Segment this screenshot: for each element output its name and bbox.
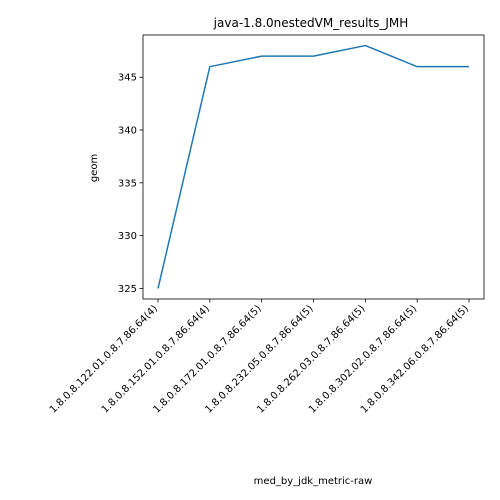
y-tick-label-2: 335 [118, 178, 137, 189]
y-axis-label: geom [89, 154, 100, 182]
chart-title: java-1.8.0nestedVM_results_JMH [213, 16, 409, 30]
y-tick-label-0: 325 [118, 284, 137, 295]
x-tick-label-6: 1.8.0.8.342.06.0.8.7.86.64(5) [359, 303, 471, 415]
x-tick-label-1: 1.8.0.8.152.01.0.8.7.86.64(4) [100, 303, 212, 415]
x-tick-label-4: 1.8.0.8.262.03.0.8.7.86.64(5) [255, 303, 367, 415]
x-tick-label-0: 1.8.0.8.122.01.0.8.7.86.64(4) [48, 303, 160, 415]
x-tick-label-3: 1.8.0.8.232.05.0.8.7.86.64(5) [203, 303, 315, 415]
x-tick-label-5: 1.8.0.8.302.02.0.8.7.86.64(5) [307, 303, 419, 415]
plot-area: 325 330 335 340 345 1.8.0.8.122.01.0.8.7.86.6… [48, 34, 485, 416]
y-tick-label-1: 330 [118, 231, 137, 242]
axes-frame [142, 34, 485, 300]
x-axis-label: med_by_jdk_metric-raw [254, 476, 373, 487]
y-tick-label-3: 340 [118, 126, 137, 137]
x-tick-label-2: 1.8.0.8.172.01.0.8.7.86.64(5) [152, 303, 264, 415]
series-line-0 [157, 44, 469, 289]
y-tick-label-4: 345 [118, 73, 137, 84]
